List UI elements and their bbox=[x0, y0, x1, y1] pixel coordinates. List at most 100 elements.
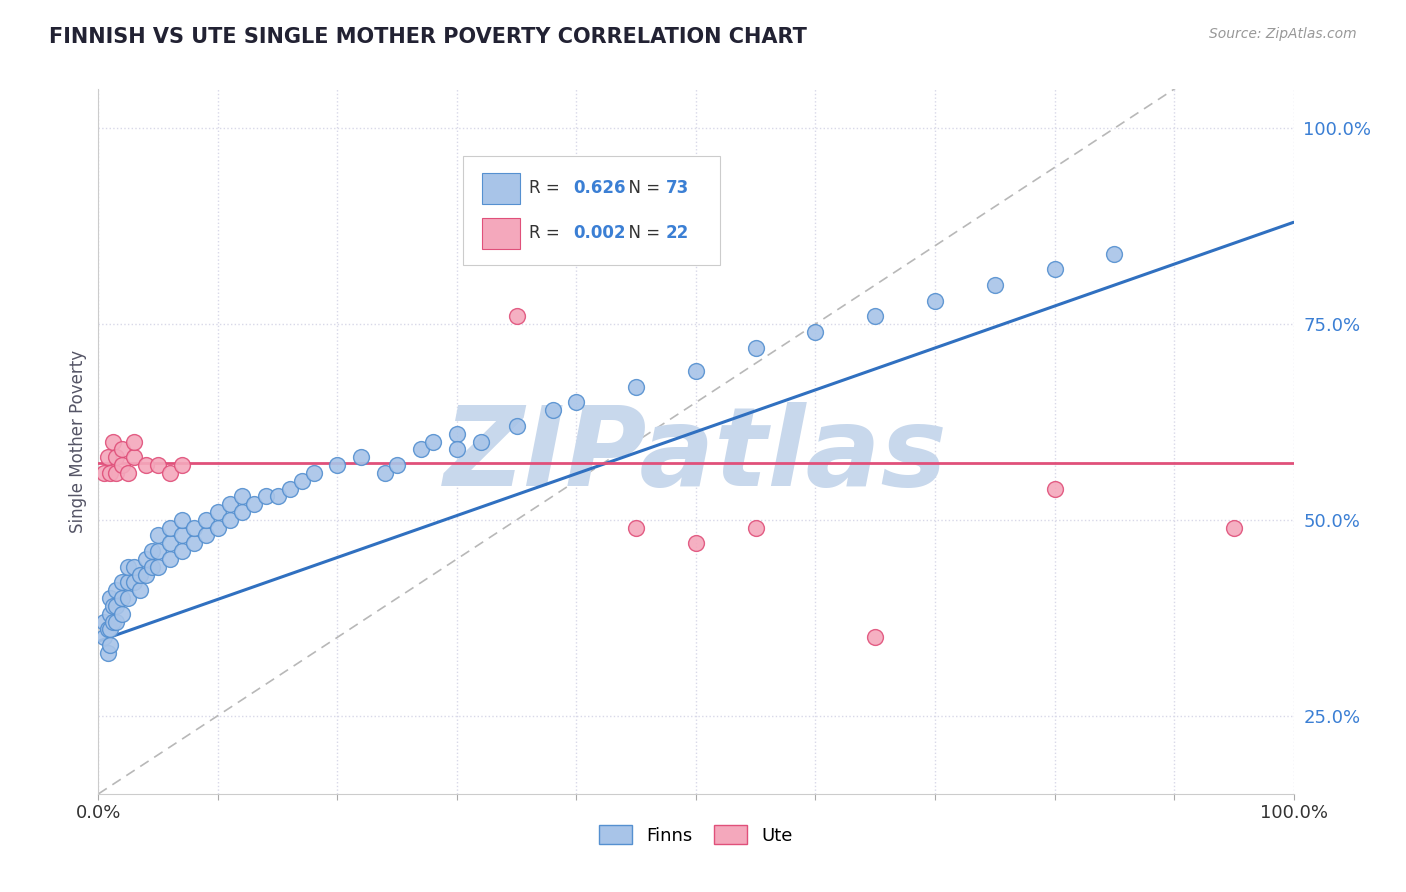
Point bbox=[98, 591, 122, 606]
Point bbox=[924, 293, 946, 308]
Point bbox=[148, 559, 170, 574]
Point bbox=[105, 466, 128, 480]
Point bbox=[685, 536, 707, 550]
Text: 73: 73 bbox=[666, 179, 689, 197]
FancyBboxPatch shape bbox=[482, 218, 520, 249]
Point bbox=[117, 575, 139, 590]
Point bbox=[291, 474, 314, 488]
Legend: Finns, Ute: Finns, Ute bbox=[592, 818, 800, 852]
Point bbox=[231, 489, 253, 503]
Point bbox=[124, 450, 146, 465]
Point bbox=[97, 623, 120, 637]
Point bbox=[124, 434, 146, 449]
Point bbox=[626, 380, 648, 394]
Point bbox=[141, 544, 163, 558]
Point bbox=[97, 450, 120, 465]
Point bbox=[98, 623, 122, 637]
Point bbox=[93, 466, 115, 480]
Point bbox=[135, 552, 157, 566]
Text: R =: R = bbox=[529, 224, 565, 242]
Point bbox=[111, 607, 134, 621]
Point bbox=[195, 513, 218, 527]
Point bbox=[111, 458, 134, 472]
Point bbox=[1043, 262, 1066, 277]
Point bbox=[135, 567, 157, 582]
Point bbox=[93, 630, 115, 644]
Point bbox=[422, 434, 444, 449]
Text: FINNISH VS UTE SINGLE MOTHER POVERTY CORRELATION CHART: FINNISH VS UTE SINGLE MOTHER POVERTY COR… bbox=[49, 27, 807, 46]
Point bbox=[117, 559, 139, 574]
Point bbox=[172, 458, 194, 472]
Text: Source: ZipAtlas.com: Source: ZipAtlas.com bbox=[1209, 27, 1357, 41]
Point bbox=[172, 544, 194, 558]
FancyBboxPatch shape bbox=[463, 156, 720, 266]
Point bbox=[98, 607, 122, 621]
Y-axis label: Single Mother Poverty: Single Mother Poverty bbox=[69, 350, 87, 533]
Point bbox=[141, 559, 163, 574]
Text: N =: N = bbox=[619, 224, 665, 242]
Text: R =: R = bbox=[529, 179, 565, 197]
Point bbox=[135, 458, 157, 472]
Point bbox=[984, 277, 1007, 292]
Point bbox=[411, 442, 433, 457]
Point bbox=[148, 528, 170, 542]
Point bbox=[278, 482, 301, 496]
Point bbox=[101, 615, 124, 629]
Point bbox=[93, 615, 115, 629]
Text: 22: 22 bbox=[666, 224, 689, 242]
Point bbox=[124, 575, 146, 590]
Point bbox=[159, 536, 181, 550]
Point bbox=[105, 599, 128, 613]
Text: ZIPatlas: ZIPatlas bbox=[444, 402, 948, 509]
Point bbox=[385, 458, 409, 472]
Point bbox=[231, 505, 253, 519]
Point bbox=[117, 591, 139, 606]
Point bbox=[183, 536, 205, 550]
Point bbox=[101, 434, 124, 449]
Point bbox=[159, 466, 181, 480]
Point bbox=[148, 544, 170, 558]
Point bbox=[111, 442, 134, 457]
Text: N =: N = bbox=[619, 179, 665, 197]
FancyBboxPatch shape bbox=[482, 173, 520, 204]
Point bbox=[98, 466, 122, 480]
Point bbox=[111, 591, 134, 606]
Point bbox=[446, 426, 468, 441]
Point bbox=[207, 505, 229, 519]
Point bbox=[148, 458, 170, 472]
Point bbox=[374, 466, 396, 480]
Point bbox=[105, 583, 128, 598]
Point bbox=[267, 489, 290, 503]
Point bbox=[745, 521, 768, 535]
Point bbox=[1043, 482, 1066, 496]
Point bbox=[195, 528, 218, 542]
Point bbox=[111, 575, 134, 590]
Point bbox=[565, 395, 588, 409]
Point bbox=[685, 364, 707, 378]
Point bbox=[101, 599, 124, 613]
Point bbox=[350, 450, 373, 465]
Point bbox=[105, 450, 128, 465]
Point bbox=[506, 418, 529, 433]
Point bbox=[172, 528, 194, 542]
Point bbox=[97, 646, 120, 660]
Point bbox=[302, 466, 325, 480]
Point bbox=[865, 630, 887, 644]
Point bbox=[626, 521, 648, 535]
Point bbox=[745, 341, 768, 355]
Point bbox=[243, 497, 266, 511]
Point bbox=[804, 325, 827, 339]
Point bbox=[98, 638, 122, 652]
Point bbox=[129, 583, 152, 598]
Point bbox=[207, 521, 229, 535]
Text: 0.002: 0.002 bbox=[572, 224, 626, 242]
Point bbox=[1104, 246, 1126, 260]
Point bbox=[105, 615, 128, 629]
Point bbox=[1223, 521, 1246, 535]
Point bbox=[183, 521, 205, 535]
Point bbox=[446, 442, 468, 457]
Point bbox=[506, 310, 529, 324]
Point bbox=[219, 513, 242, 527]
Point bbox=[117, 466, 139, 480]
Point bbox=[124, 559, 146, 574]
